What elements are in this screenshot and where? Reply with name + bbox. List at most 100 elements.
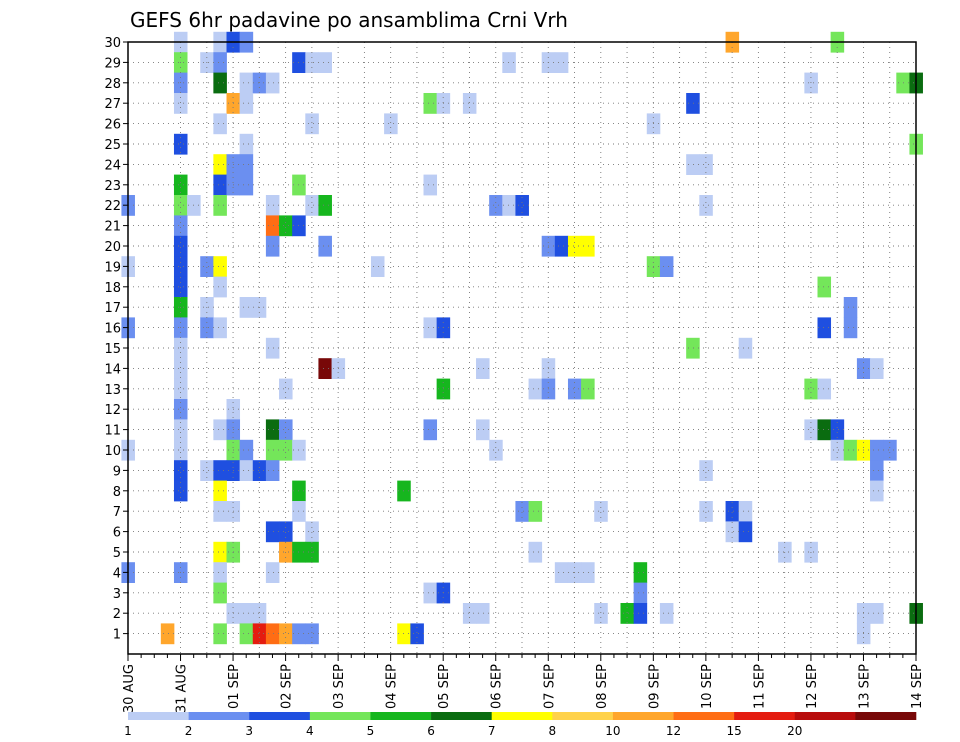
heatmap-cell bbox=[633, 603, 648, 624]
heatmap-cell bbox=[423, 419, 438, 441]
heatmap-cell bbox=[252, 603, 267, 624]
y-tick-label: 17 bbox=[104, 301, 121, 316]
heatmap-cell bbox=[686, 154, 700, 175]
heatmap-cell bbox=[462, 93, 477, 114]
y-tick-label: 29 bbox=[104, 56, 121, 71]
heatmap-cell bbox=[173, 358, 188, 379]
chart-title: GEFS 6hr padavine po ansamblima Crni Vrh bbox=[130, 8, 568, 32]
heatmap-cell bbox=[213, 582, 227, 604]
heatmap-cell bbox=[581, 562, 595, 583]
heatmap-cell bbox=[213, 480, 227, 502]
colorbar-swatch bbox=[309, 712, 371, 720]
heatmap-cell bbox=[318, 235, 332, 257]
heatmap-cell bbox=[699, 501, 713, 522]
x-tick-label: 03 SEP bbox=[332, 664, 347, 709]
heatmap-cell bbox=[423, 93, 438, 114]
heatmap-cell bbox=[173, 480, 188, 502]
heatmap-cell bbox=[173, 174, 188, 196]
heatmap-cell bbox=[213, 276, 227, 298]
heatmap-cell bbox=[318, 195, 332, 216]
heatmap-cell bbox=[160, 623, 175, 645]
heatmap-cell bbox=[528, 541, 543, 563]
heatmap-cell bbox=[239, 174, 254, 196]
heatmap-cell bbox=[423, 174, 438, 196]
heatmap-cell bbox=[370, 256, 385, 277]
y-tick-label: 12 bbox=[104, 403, 121, 418]
colorbar-swatch bbox=[249, 712, 311, 720]
colorbar-swatch bbox=[128, 712, 189, 720]
colorbar-label: 12 bbox=[666, 724, 681, 738]
y-tick-label: 20 bbox=[104, 240, 121, 255]
heatmap-cell bbox=[239, 133, 254, 155]
x-tick-label: 07 SEP bbox=[542, 664, 557, 709]
heatmap-cell bbox=[279, 439, 293, 461]
x-tick-label: 04 SEP bbox=[385, 664, 400, 709]
x-tick-label: 08 SEP bbox=[595, 664, 610, 709]
heatmap-cell bbox=[239, 623, 254, 645]
heatmap-cell bbox=[489, 195, 503, 216]
x-tick-label: 06 SEP bbox=[490, 664, 505, 709]
colorbar-label: 15 bbox=[727, 724, 742, 738]
heatmap-cell bbox=[633, 582, 648, 604]
heatmap-cell bbox=[738, 337, 753, 359]
heatmap-cell bbox=[804, 419, 818, 441]
heatmap-cell bbox=[870, 480, 884, 502]
heatmap-cell bbox=[213, 501, 227, 522]
y-tick-label: 9 bbox=[113, 464, 121, 479]
heatmap-cell bbox=[318, 52, 332, 73]
colorbar-swatch bbox=[794, 712, 856, 720]
heatmap-cell bbox=[265, 439, 280, 461]
colorbar-label: 20 bbox=[787, 724, 802, 738]
heatmap-cell bbox=[305, 521, 319, 543]
heatmap-cell bbox=[476, 603, 490, 624]
x-tick-label: 09 SEP bbox=[647, 664, 662, 709]
y-tick-label: 18 bbox=[104, 281, 121, 296]
heatmap-cell bbox=[265, 419, 280, 441]
colorbar-label: 3 bbox=[245, 724, 253, 738]
heatmap-cell bbox=[173, 419, 188, 441]
heatmap-cell bbox=[318, 358, 332, 379]
colorbar-swatch bbox=[370, 712, 432, 720]
heatmap-cell bbox=[554, 52, 569, 73]
heatmap-cell bbox=[528, 378, 543, 400]
heatmap-cell bbox=[528, 501, 543, 522]
heatmap-cell bbox=[870, 603, 884, 624]
colorbar-swatch bbox=[552, 712, 614, 720]
heatmap-cell bbox=[817, 419, 832, 441]
heatmap-cell bbox=[305, 195, 319, 216]
heatmap-cell bbox=[173, 133, 188, 155]
heatmap-cell bbox=[423, 317, 438, 339]
y-tick-label: 22 bbox=[104, 199, 121, 214]
heatmap-cell bbox=[423, 582, 438, 604]
heatmap-cell bbox=[843, 297, 858, 318]
heatmap-cell bbox=[265, 235, 280, 257]
y-tick-label: 27 bbox=[104, 97, 121, 112]
colorbar-swatch bbox=[855, 712, 917, 720]
y-tick-label: 28 bbox=[104, 77, 121, 92]
y-tick-label: 3 bbox=[113, 587, 121, 602]
heatmap-cell bbox=[239, 460, 254, 481]
heatmap-cell bbox=[738, 501, 753, 522]
heatmap-cell bbox=[305, 113, 319, 135]
heatmap-cell bbox=[567, 235, 582, 257]
heatmap-cell bbox=[213, 317, 227, 339]
heatmap-cell bbox=[279, 419, 293, 441]
y-tick-label: 14 bbox=[104, 362, 121, 377]
y-tick-label: 6 bbox=[113, 526, 121, 541]
heatmap-cell bbox=[265, 562, 280, 583]
heatmap-cell bbox=[213, 623, 227, 645]
heatmap-cell bbox=[213, 72, 227, 94]
heatmap-cell bbox=[265, 72, 280, 94]
heatmap-cell bbox=[213, 52, 227, 73]
colorbar-swatch bbox=[431, 712, 492, 720]
heatmap-cell bbox=[265, 337, 280, 359]
heatmap-cell bbox=[265, 623, 280, 645]
y-tick-label: 11 bbox=[104, 424, 121, 439]
colorbar-label: 10 bbox=[605, 724, 620, 738]
heatmap-cell bbox=[252, 623, 267, 645]
heatmap-cell bbox=[804, 378, 818, 400]
color-scale-legend: 1 2 3 4 5 6 7 8 10 12 15 20 bbox=[124, 712, 917, 738]
x-tick-label: 05 SEP bbox=[437, 664, 452, 709]
heatmap-cell bbox=[699, 460, 713, 481]
